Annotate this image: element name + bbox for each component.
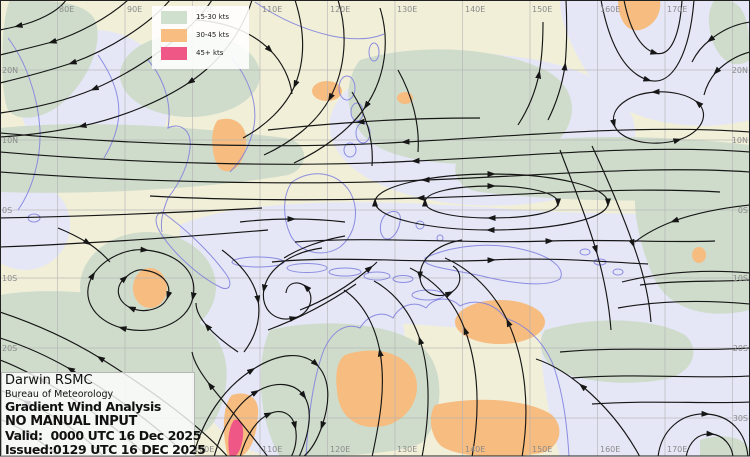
lon-label: 110E (262, 445, 282, 454)
latitude-labels-right: 20N 10N 0S 10S 20S 30S (732, 66, 748, 423)
lat-label: 20N (2, 66, 18, 75)
shading-45-plus-kts (228, 419, 244, 456)
legend-item: 45+ kts (161, 47, 249, 60)
lat-label: 10S (733, 274, 748, 283)
lon-label: 80E (59, 5, 74, 14)
product-title: Gradient Wind Analysis (5, 399, 161, 414)
legend-swatch-15-30 (161, 11, 187, 24)
lon-label: 140E (465, 445, 485, 454)
lat-label: 10S (2, 274, 17, 283)
legend-label: 45+ kts (196, 49, 224, 57)
agency-name: Darwin RSMC (5, 373, 93, 388)
lon-label: 170E (667, 445, 687, 454)
lon-label: 170E (667, 5, 687, 14)
legend-item: 15-30 kts (161, 11, 249, 24)
issuer-info-box: Darwin RSMC Bureau of Meteorology Gradie… (1, 372, 206, 457)
lon-label: 120E (330, 5, 350, 14)
lon-label: 150E (532, 445, 552, 454)
lon-label: 110E (262, 5, 282, 14)
legend-item: 30-45 kts (161, 29, 249, 42)
lon-label: 160E (600, 445, 620, 454)
lat-label: 0S (2, 206, 12, 215)
latitude-labels-left: 20N 10N 0S 10S 20S (2, 66, 18, 353)
lat-label: 20N (732, 66, 748, 75)
legend-swatch-45-plus (161, 47, 187, 60)
lat-label: 10N (2, 136, 18, 145)
lon-label: 90E (127, 5, 142, 14)
valid-time: Valid: 0000 UTC 16 Dec 2025 (5, 428, 201, 443)
lon-label: 130E (397, 445, 417, 454)
lon-label: 100E (194, 445, 214, 454)
lat-label: 10N (732, 136, 748, 145)
issued-time: Issued:0129 UTC 16 DEC 2025 (5, 442, 206, 457)
lat-label: 20S (2, 344, 17, 353)
legend-label: 30-45 kts (196, 31, 230, 39)
lon-label: 140E (465, 5, 485, 14)
longitude-labels-bottom: 100E 110E 120E 130E 140E 150E 160E 170E (194, 445, 687, 454)
lon-label: 150E (532, 5, 552, 14)
lat-label: 20S (733, 344, 748, 353)
legend-swatch-30-45 (161, 29, 187, 42)
legend-label: 15-30 kts (196, 13, 230, 21)
wind-speed-legend: 15-30 kts 30-45 kts 45+ kts (152, 6, 249, 69)
lat-label: 30S (733, 414, 748, 423)
lon-label: 120E (330, 445, 350, 454)
lon-label: 160E (600, 5, 620, 14)
bureau-name: Bureau of Meteorology (5, 389, 114, 400)
manual-input-note: NO MANUAL INPUT (5, 414, 138, 429)
lon-label: 130E (397, 5, 417, 14)
lat-label: 0S (738, 206, 748, 215)
coastlines (7, 1, 624, 456)
